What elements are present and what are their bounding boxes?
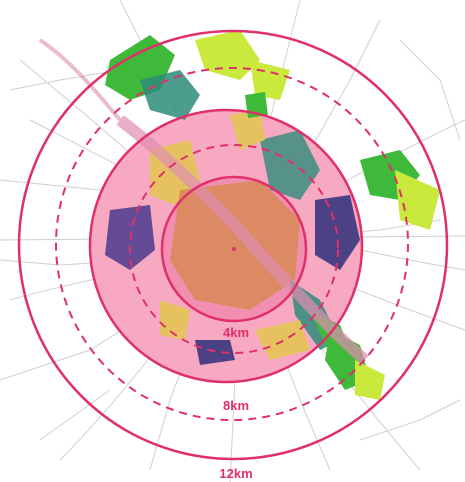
ring-10km	[55, 67, 409, 421]
label-4km: 4km	[223, 325, 249, 340]
ring-4km	[160, 175, 308, 323]
distance-rings	[17, 29, 449, 461]
river-channel	[38, 38, 122, 122]
ring-8km	[88, 108, 364, 384]
ring-6km	[129, 144, 339, 354]
label-12km: 12km	[219, 466, 252, 481]
ring-12km	[17, 29, 449, 461]
center-point-icon	[232, 247, 236, 251]
label-8km: 8km	[223, 398, 249, 413]
